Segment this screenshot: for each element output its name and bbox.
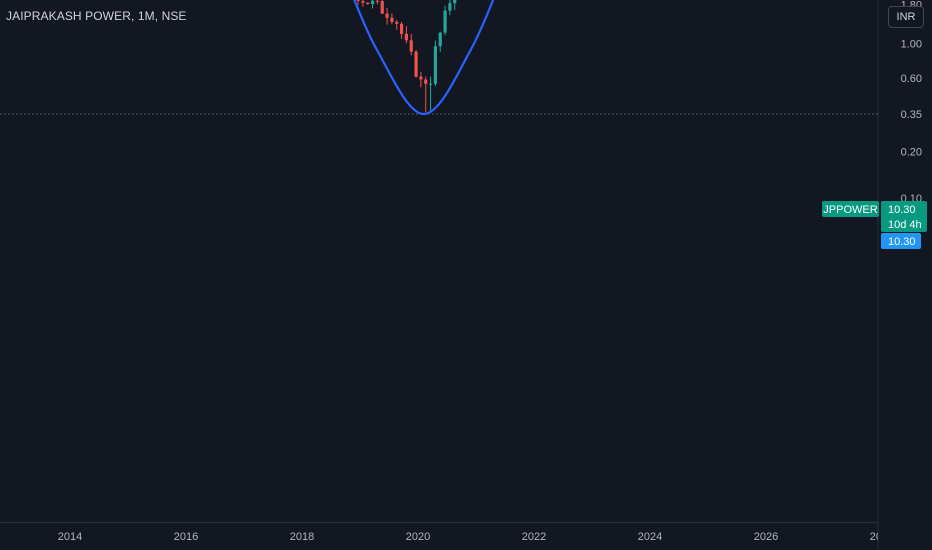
candle-body xyxy=(395,21,399,24)
price-scale-value: 10.30 xyxy=(888,236,916,248)
candle-body xyxy=(375,0,379,2)
x-tick-label: 2024 xyxy=(638,531,662,543)
candle-body xyxy=(414,51,418,77)
candles-layer xyxy=(356,0,457,113)
candle-body xyxy=(380,1,384,14)
symbol-tag xyxy=(822,201,879,217)
candle-body xyxy=(419,76,423,80)
candle-body xyxy=(448,3,452,11)
axis-corner xyxy=(878,523,932,550)
pattern-curves-layer xyxy=(353,0,495,116)
candle-body xyxy=(361,0,365,3)
x-tick-label: 2018 xyxy=(290,531,314,543)
y-tick-label: 0.60 xyxy=(901,73,922,85)
x-tick-label: 2022 xyxy=(522,531,546,543)
price-scale-tag xyxy=(881,233,921,249)
y-tick-label: 1.00 xyxy=(901,39,922,51)
x-tick-label: 2016 xyxy=(174,531,198,543)
x-tick-label: 2014 xyxy=(58,531,82,543)
candle-body xyxy=(366,2,370,5)
y-tick-label: 0.35 xyxy=(901,109,922,121)
candle-body xyxy=(428,83,433,85)
candle-body xyxy=(443,10,447,33)
candle-body xyxy=(370,0,375,5)
x-tick-label-last: 2028 xyxy=(870,531,894,543)
last-price-tag xyxy=(881,201,927,232)
x-tick-label: 2026 xyxy=(754,531,778,543)
countdown-label: 10d 4h xyxy=(888,219,922,231)
price-tags-layer: JPPOWER 10.30 10d 4h 10.30 xyxy=(822,201,927,249)
y-tick-label: 0.20 xyxy=(901,147,922,159)
currency-button[interactable]: INR xyxy=(888,6,924,28)
candle-body xyxy=(356,0,360,1)
symbol-tag-label: JPPOWER xyxy=(823,204,877,216)
x-tick-label: 2020 xyxy=(406,531,430,543)
candle-body xyxy=(433,46,437,84)
cup-pattern-curve-2 xyxy=(353,0,495,116)
chart-title: JAIPRAKASH POWER, 1M, NSE xyxy=(6,9,187,23)
candle-body xyxy=(409,40,413,52)
y-tick-label: 1.80 xyxy=(901,0,922,11)
candle-body xyxy=(404,33,408,41)
candle-body xyxy=(453,0,457,4)
candle-body xyxy=(399,23,404,34)
candle-body xyxy=(424,79,428,84)
candle-body xyxy=(390,17,394,22)
candle-body xyxy=(438,32,442,47)
candle-body xyxy=(385,13,389,18)
last-price-label: 10.30 xyxy=(888,204,916,216)
